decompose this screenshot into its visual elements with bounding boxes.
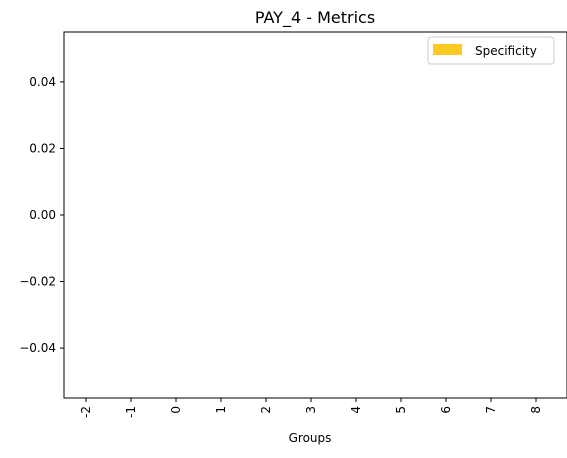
y-tick-label: −0.04 (19, 341, 56, 355)
y-tick-label: 0.00 (29, 208, 56, 222)
y-tick-label: −0.02 (19, 275, 56, 289)
legend: Specificity (427, 36, 555, 65)
plot-frame (63, 31, 567, 399)
x-tick-label: 8 (529, 406, 543, 414)
y-tick-label: 0.04 (29, 75, 56, 89)
x-tick-label: 7 (484, 406, 498, 414)
x-axis: -2 -1 0 1 2 3 4 5 6 7 8 (79, 398, 543, 418)
x-tick-label: 4 (349, 406, 363, 414)
x-axis-label: Groups (289, 431, 332, 445)
x-tick-label: 6 (439, 406, 453, 414)
y-tick-label: 0.02 (29, 141, 56, 155)
x-tick-label: 1 (214, 406, 228, 414)
x-tick-label: 5 (394, 406, 408, 414)
chart-title: PAY_4 - Metrics (255, 8, 375, 28)
legend-swatch-specificity (433, 44, 462, 55)
x-tick-label: -2 (79, 406, 93, 418)
x-tick-label: -1 (124, 406, 138, 418)
x-tick-label: 3 (304, 406, 318, 414)
x-tick-label: 2 (259, 406, 273, 414)
y-axis: −0.04 −0.02 0.00 0.02 0.04 (19, 75, 64, 355)
legend-label-specificity: Specificity (475, 44, 537, 58)
legend-frame (427, 36, 555, 65)
x-tick-label: 0 (169, 406, 183, 414)
